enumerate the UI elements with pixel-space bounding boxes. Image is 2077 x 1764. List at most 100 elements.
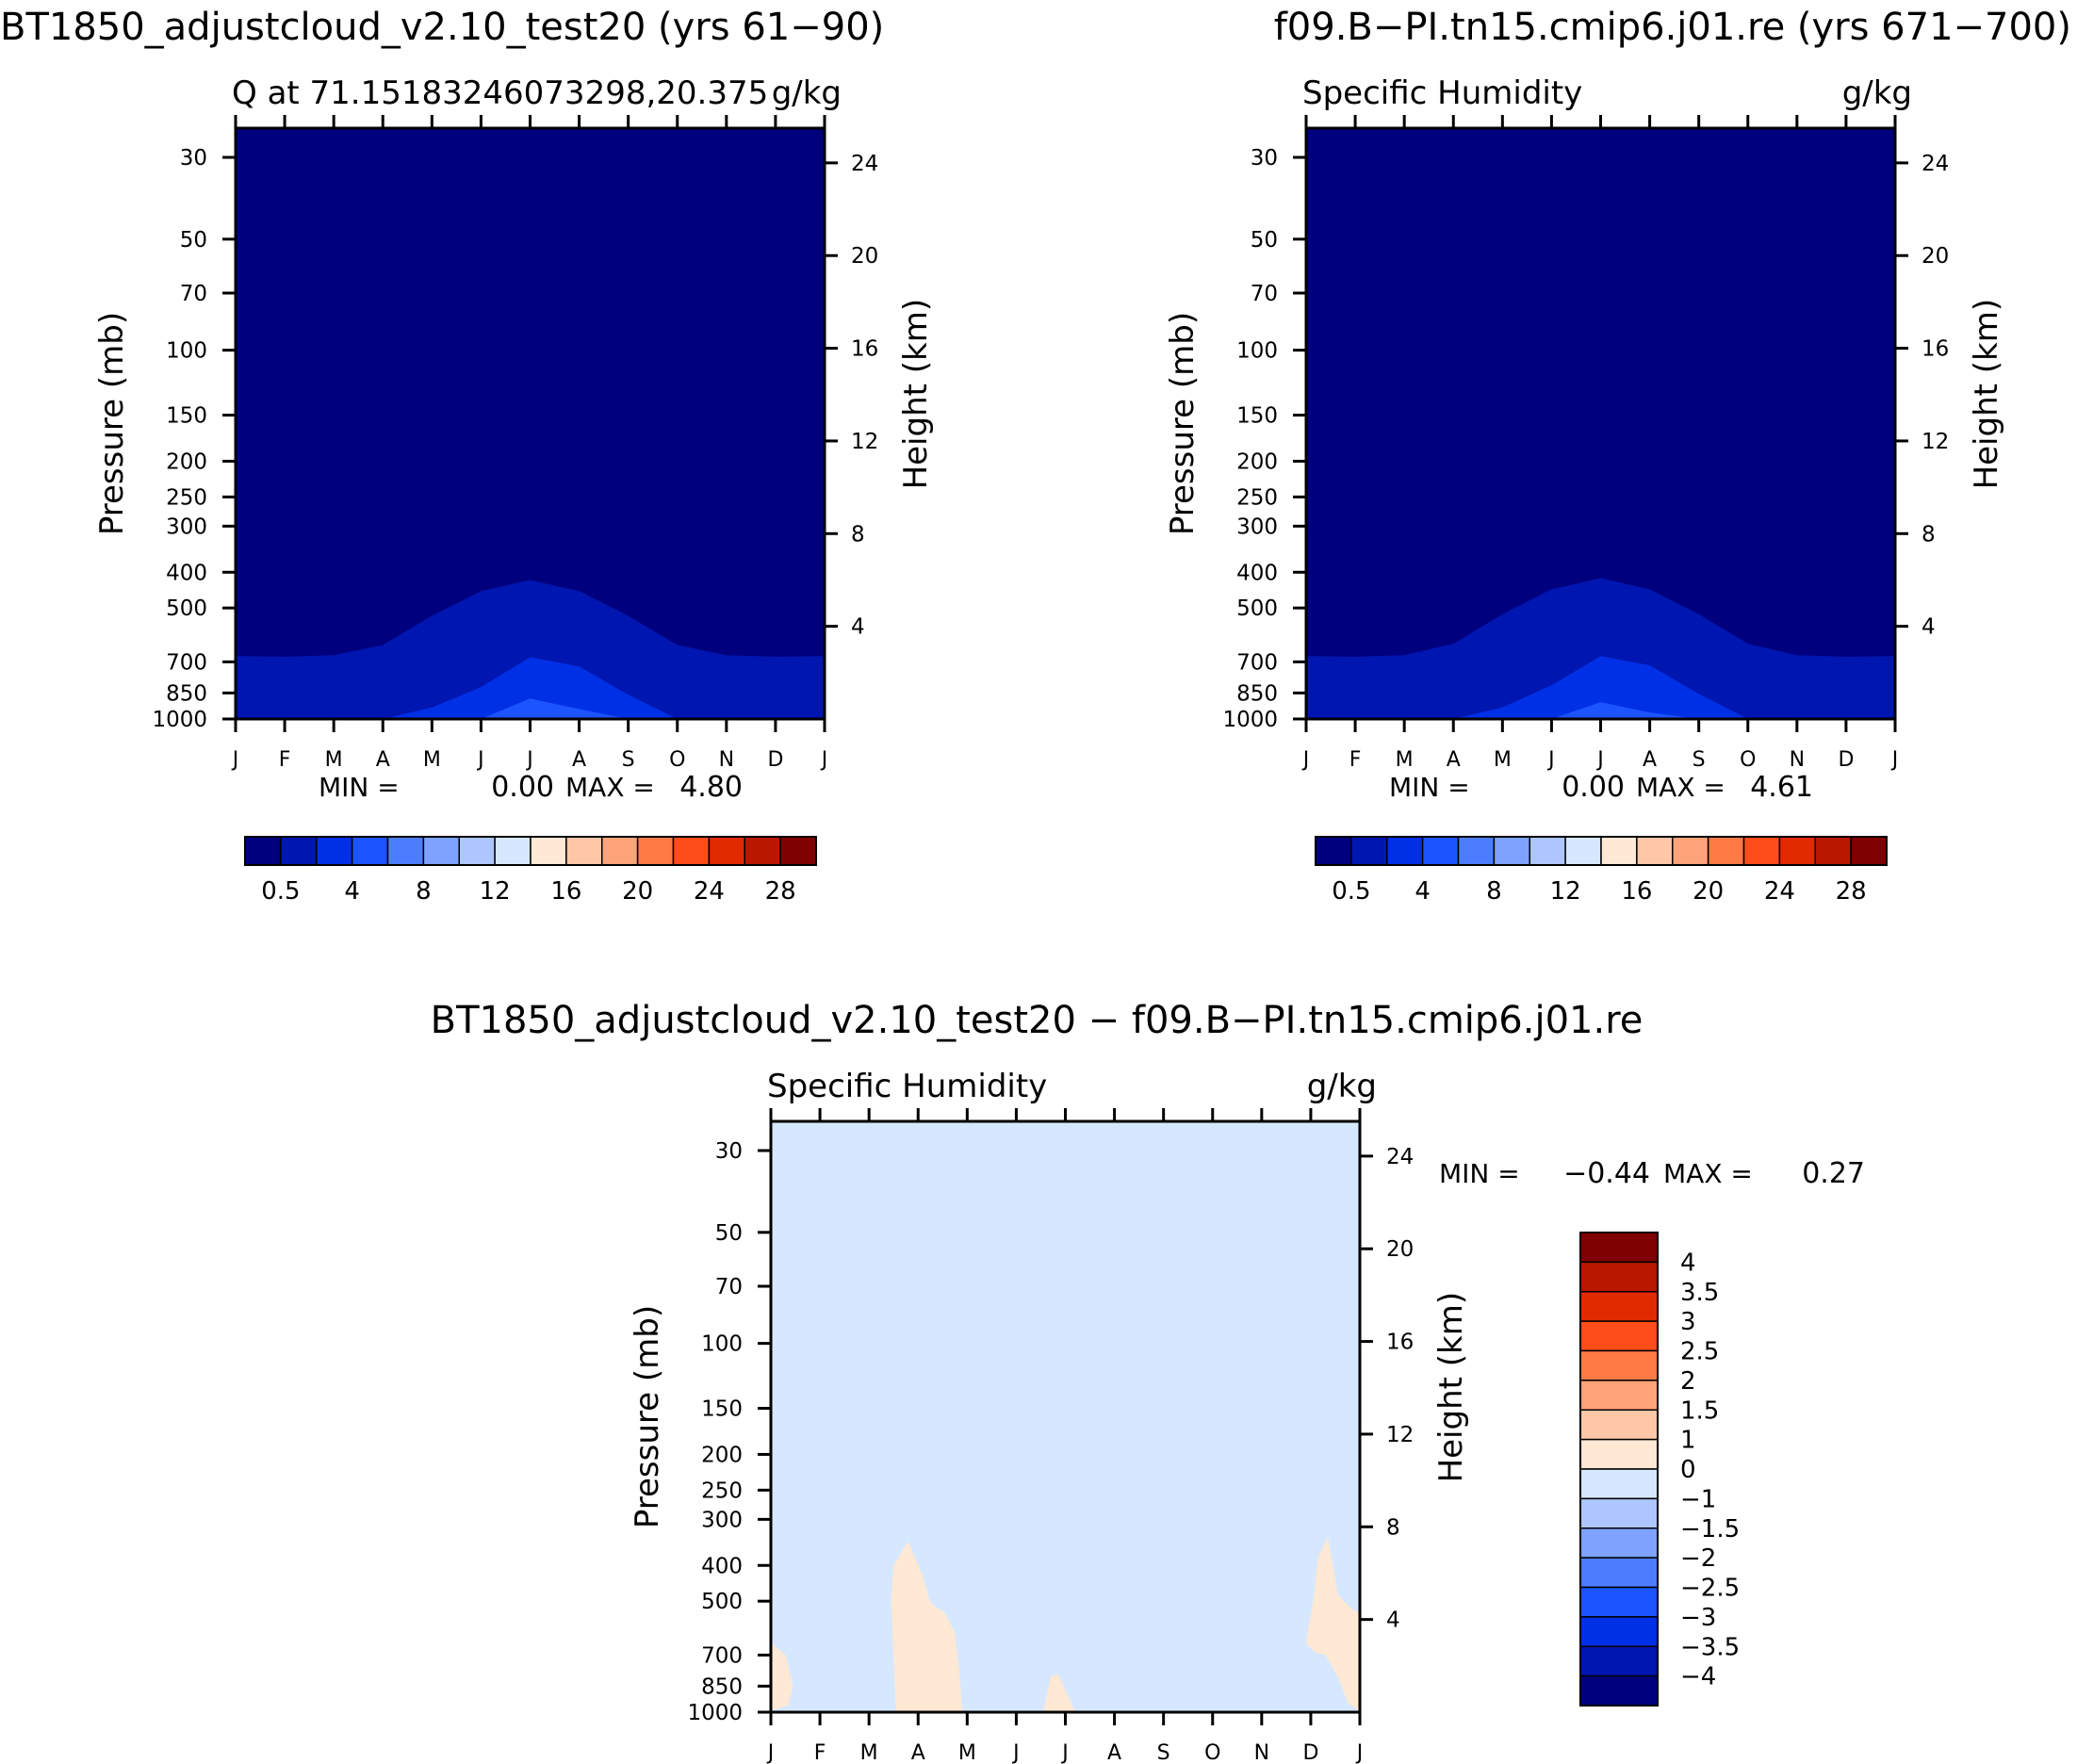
colorbar-box xyxy=(1529,836,1566,866)
y2-axis-label: Height (km) xyxy=(1968,299,2005,490)
y-tick-label: 700 xyxy=(701,1643,743,1668)
contour-level-negative xyxy=(771,1121,1360,1712)
colorbar-box xyxy=(1742,836,1781,866)
chart-3: J F M A M J J A S O N D J305070100150200250300400500… xyxy=(629,1068,1865,1764)
colorbar-label: 4 xyxy=(344,877,360,906)
x-tick-label: J xyxy=(525,748,533,772)
y-tick-label: 150 xyxy=(166,404,207,429)
x-tick-label: M xyxy=(860,1741,878,1764)
x-tick-label: J xyxy=(1011,1741,1020,1764)
x-tick-label: A xyxy=(1107,1741,1121,1764)
colorbar-label: 0.5 xyxy=(261,877,300,906)
x-tick-label: N xyxy=(1254,1741,1269,1764)
colorbar-box xyxy=(1600,836,1638,866)
y-tick-label: 500 xyxy=(166,596,207,621)
colorbar-label: 1.5 xyxy=(1680,1396,1719,1425)
contour-level-2_to_4 xyxy=(236,657,825,719)
colorbar-box xyxy=(779,836,817,866)
colorbar-box xyxy=(1636,836,1674,866)
y-tick-label: 50 xyxy=(715,1221,743,1246)
y2-axis-label: Height (km) xyxy=(897,299,935,490)
max-label: MAX = xyxy=(1636,772,1725,803)
min-value: −0.44 xyxy=(1563,1157,1650,1190)
x-tick-label: S xyxy=(1157,1741,1170,1764)
colorbar-label: 4 xyxy=(1680,1249,1696,1277)
max-value: 4.61 xyxy=(1750,771,1813,804)
x-tick-label: J xyxy=(1546,748,1555,772)
chart-1: J F M A M J J A S O N D J 30 50 70 100 150 200 250 300 400 500… xyxy=(93,74,935,906)
title-diff: BT1850_adjustcloud_v2.10_test20 − f09.B−… xyxy=(431,999,1644,1042)
y-tick-label: 70 xyxy=(715,1275,743,1299)
colorbar-label: 0 xyxy=(1680,1456,1696,1484)
max-label: MAX = xyxy=(565,772,655,803)
x-tick-label: J xyxy=(1595,748,1604,772)
y-tick-label: 250 xyxy=(1236,485,1278,510)
x-tick-label: F xyxy=(279,748,291,772)
colorbar-box xyxy=(1579,1380,1659,1411)
x-tick-label: J xyxy=(1355,1741,1364,1764)
colorbar-box xyxy=(1814,836,1852,866)
y-tick-label: 700 xyxy=(166,650,207,675)
chart-2: J F M A M J J A S O N D J 30 50 70 100 150 200 250 300 400 500… xyxy=(1164,74,2005,906)
x-tick-label: J xyxy=(766,1741,775,1764)
plot-units: g/kg xyxy=(772,74,842,112)
y-tick-label: 100 xyxy=(166,339,207,364)
colorbar-box xyxy=(244,836,282,866)
colorbar-label: −4 xyxy=(1680,1663,1716,1691)
min-value: 0.00 xyxy=(491,771,554,804)
colorbar-label: 28 xyxy=(765,877,796,906)
colorbar-box xyxy=(1672,836,1709,866)
plots: J F M A M J J A S O N D J305070100150200250300400500… xyxy=(93,74,2005,1764)
y2-tick-label: 8 xyxy=(1386,1515,1400,1540)
y-tick-label: 70 xyxy=(1251,282,1278,306)
colorbar-box xyxy=(1493,836,1530,866)
colorbar-box xyxy=(1457,836,1496,866)
colorbar-label: 8 xyxy=(416,877,432,906)
x-tick-label: S xyxy=(1693,748,1706,772)
colorbar-box xyxy=(1579,1349,1659,1381)
colorbar-label: −3.5 xyxy=(1680,1633,1740,1661)
colorbar-box xyxy=(1579,1261,1659,1293)
y-tick-label: 30 xyxy=(180,146,207,171)
colorbar-box xyxy=(1579,1557,1659,1589)
contour-positive-region-4 xyxy=(1305,1537,1360,1712)
y-tick-label: 100 xyxy=(701,1332,743,1357)
y-tick-label: 70 xyxy=(180,282,207,306)
contour-level-0.5_to_2 xyxy=(236,580,825,719)
colorbar-box xyxy=(351,836,389,866)
colorbar-box xyxy=(1579,1645,1659,1677)
contour-level-0_to_0.5 xyxy=(236,128,825,719)
y-tick-label: 50 xyxy=(1251,228,1278,253)
x-tick-label: N xyxy=(1790,748,1805,772)
colorbar-box xyxy=(1579,1674,1659,1707)
contour-positive-region-1 xyxy=(771,1642,793,1711)
y-tick-label: 850 xyxy=(701,1674,743,1699)
min-value: 0.00 xyxy=(1562,771,1625,804)
y2-tick-label: 4 xyxy=(1386,1609,1400,1633)
y-tick-label: 500 xyxy=(701,1590,743,1614)
colorbar-box xyxy=(530,836,567,866)
colorbar-label: 12 xyxy=(1550,877,1581,906)
contour-positive-region-2 xyxy=(891,1542,963,1712)
contour-level-0.5_to_2 xyxy=(1306,578,1895,719)
y2-tick-label: 4 xyxy=(851,615,865,640)
contour-field xyxy=(771,1121,1360,1712)
colorbar-label: 1 xyxy=(1680,1427,1696,1455)
x-tick-label: M xyxy=(958,1741,976,1764)
colorbar: 0.5 4 8 12 16 20 24 28 xyxy=(1315,836,1888,906)
y-tick-label: 850 xyxy=(166,681,207,706)
colorbar-label: 0.5 xyxy=(1332,877,1370,906)
colorbar-box xyxy=(708,836,745,866)
colorbar-label: 4 xyxy=(1415,877,1431,906)
title-left: BT1850_adjustcloud_v2.10_test20 (yrs 61−… xyxy=(0,6,884,49)
x-tick-label: N xyxy=(719,748,734,772)
x-tick-label: S xyxy=(622,748,635,772)
x-tick-label: M xyxy=(423,748,441,772)
colorbar-box xyxy=(1707,836,1745,866)
y-tick-label: 200 xyxy=(1236,449,1278,474)
contour-positive-region-3 xyxy=(1043,1674,1075,1712)
min-label: MIN = xyxy=(319,772,400,803)
colorbar-label: 3 xyxy=(1680,1308,1696,1336)
colorbar-label: 3.5 xyxy=(1680,1279,1719,1307)
colorbar-label: −2 xyxy=(1680,1544,1716,1573)
